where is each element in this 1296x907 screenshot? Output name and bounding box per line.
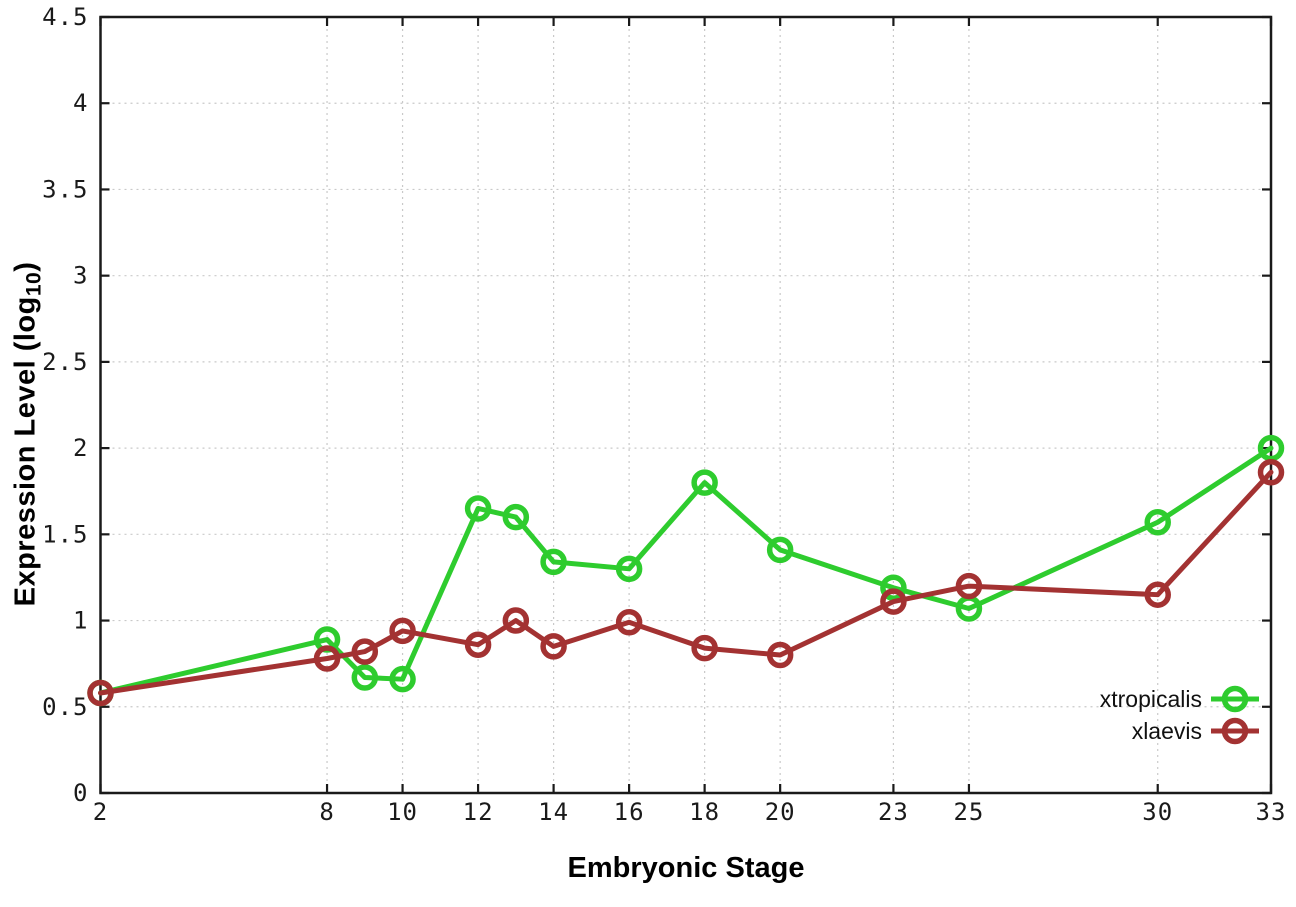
y-tick-label: 1.5 [42, 520, 88, 548]
legend-marker-xtropicalis-icon [1211, 685, 1259, 713]
data-point-xtropicalis [389, 665, 416, 693]
data-point-xtropicalis [540, 548, 567, 576]
plot-border [99, 15, 1273, 795]
x-tick-label: 14 [538, 798, 569, 826]
x-tick-label: 16 [614, 798, 645, 826]
data-point-xlaevis [691, 634, 718, 662]
data-point-xlaevis [464, 631, 492, 658]
y-tick-label: 4 [73, 89, 88, 117]
x-axis-title: Embryonic Stage [567, 852, 805, 884]
data-point-xlaevis [313, 645, 341, 672]
y-axis-title: Expression Level (log10) [10, 262, 47, 607]
legend: xtropicalis xlaevis [1100, 684, 1259, 746]
data-point-xtropicalis [351, 664, 379, 691]
x-tick-label: 18 [689, 798, 720, 826]
x-tick-label: 23 [878, 798, 909, 826]
x-tick-label: 8 [319, 798, 334, 826]
legend-label-xtropicalis: xtropicalis [1099, 686, 1202, 712]
legend-marker-xlaevis-icon [1211, 717, 1259, 745]
y-tick-label: 1 [73, 607, 88, 635]
y-tick-label: 2.5 [42, 348, 88, 376]
data-point-xtropicalis [1144, 509, 1171, 536]
legend-item-xtropicalis: xtropicalis [1100, 684, 1259, 714]
data-point-xlaevis [1144, 581, 1171, 608]
y-tick-label: 4.5 [42, 3, 88, 31]
x-tick-label: 33 [1256, 798, 1287, 826]
data-point-xtropicalis [464, 495, 492, 522]
y-tick-label: 0 [73, 779, 88, 807]
x-tick-label: 20 [765, 798, 796, 826]
data-point-xtropicalis [691, 469, 718, 496]
data-point-xlaevis [1257, 459, 1285, 486]
data-point-xlaevis [389, 617, 416, 645]
y-axis-title-end: ) [9, 261, 42, 272]
data-point-xlaevis [615, 609, 643, 636]
y-axis-title-subscript: 10 [22, 271, 46, 297]
y-tick-label: 3 [73, 262, 88, 290]
legend-item-xlaevis: xlaevis [1132, 716, 1259, 746]
data-point-xlaevis [540, 633, 567, 660]
data-point-xtropicalis [1257, 434, 1285, 462]
series-line-xtropicalis [98, 445, 1274, 696]
data-point-xlaevis [351, 638, 379, 665]
data-point-xlaevis [766, 641, 794, 669]
x-tick-label: 10 [387, 798, 418, 826]
x-tick-label: 30 [1142, 798, 1173, 826]
data-point-xlaevis [955, 572, 983, 600]
data-point-xlaevis [502, 607, 530, 634]
x-tick-label: 12 [463, 798, 494, 826]
y-tick-label: 3.5 [42, 175, 88, 203]
y-axis-title-main: Expression Level (log [9, 296, 42, 607]
legend-label-xlaevis: xlaevis [1131, 718, 1202, 744]
data-point-xlaevis [87, 679, 114, 707]
x-tick-label: 2 [93, 798, 108, 826]
data-point-xtropicalis [766, 536, 794, 564]
y-tick-label: 0.5 [42, 693, 88, 721]
data-point-xtropicalis [502, 503, 530, 531]
y-tick-label: 2 [73, 434, 88, 462]
data-point-xtropicalis [880, 574, 907, 602]
data-point-xlaevis [880, 588, 907, 615]
data-point-xtropicalis [615, 555, 643, 583]
x-tick-label: 25 [953, 798, 984, 826]
